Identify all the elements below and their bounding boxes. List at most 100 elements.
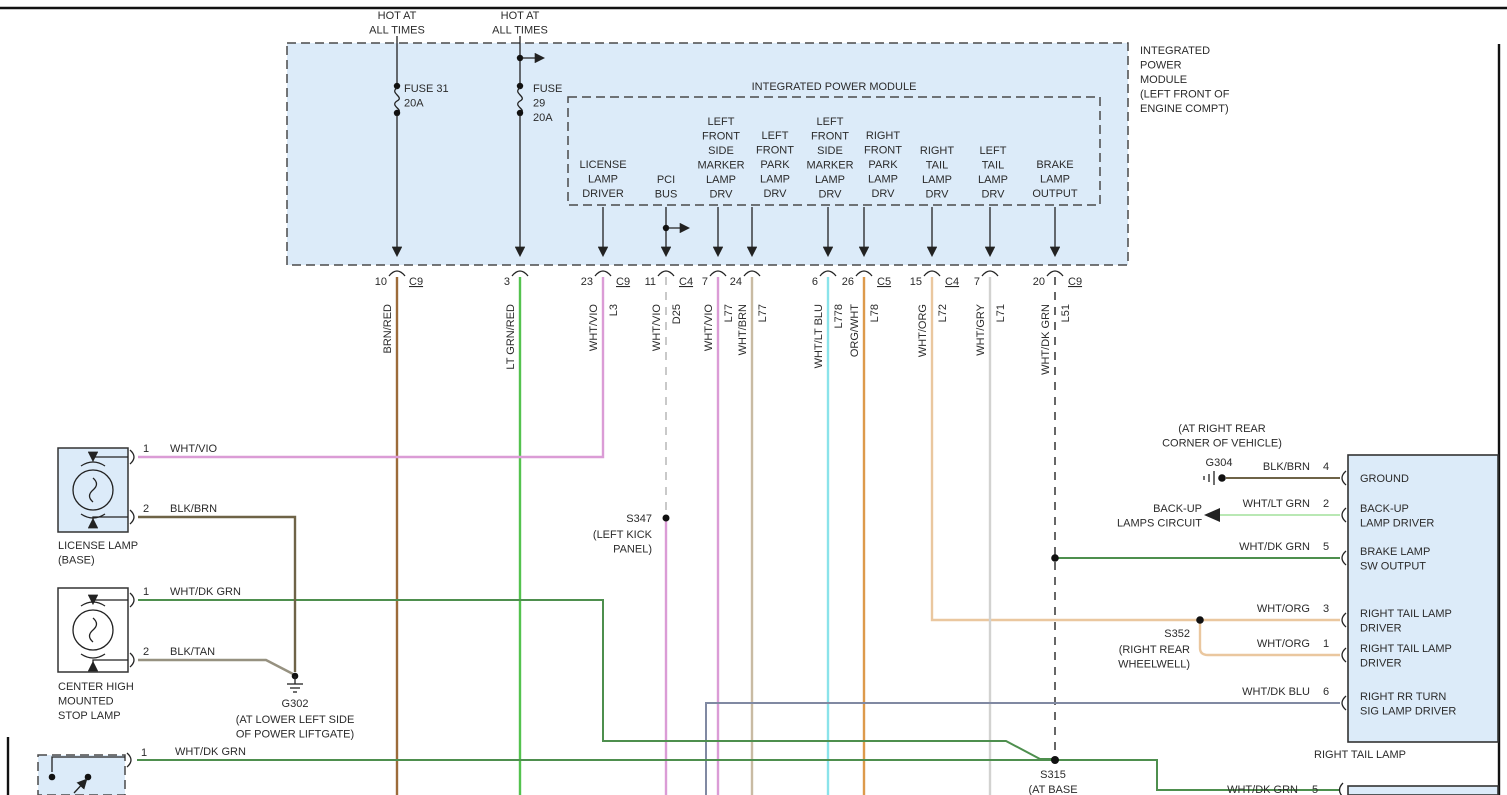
g304-id: G304 (1206, 457, 1233, 469)
out-lf-park: LEFT FRONT PARK LAMP DRV (756, 130, 794, 200)
backup-note: BACK-UP LAMPS CIRCUIT (1117, 503, 1202, 530)
wire-brn-red: BRN/RED (382, 304, 394, 354)
out-lf-side-marker-2: LEFT FRONT SIDE MARKER LAMP DRV (806, 116, 853, 201)
right-tail-lamp-caption: RIGHT TAIL LAMP (1314, 749, 1406, 761)
chmsl-pin2: 2 (143, 646, 149, 658)
out-left-tail: LEFT TAIL LAMP DRV (978, 145, 1008, 201)
row-brake-wire: WHT/DK GRN (1239, 541, 1310, 553)
row-ground-wire: BLK/BRN (1263, 461, 1310, 473)
bottom-lamp-partial: WHT/DK GRN 5 (1227, 782, 1499, 795)
license-pin2-wire: BLK/BRN (170, 503, 217, 515)
row-tail3-wire: WHT/ORG (1257, 603, 1310, 615)
wire-wht-vio-l77: WHT/VIO (703, 304, 715, 351)
s352-location: (RIGHT REAR WHEELWELL) (1118, 644, 1190, 671)
splice-s347: S347 (LEFT KICK PANEL) (593, 513, 670, 556)
s347-location: (LEFT KICK PANEL) (593, 529, 653, 556)
bottom-lamp-pin: 5 (1312, 784, 1318, 795)
license-pin1-wire: WHT/VIO (170, 443, 217, 455)
wire-wht-org: WHT/ORG (917, 304, 929, 357)
splice-s352: S352 (RIGHT REAR WHEELWELL) (1118, 616, 1204, 671)
license-caption: LICENSE LAMP (BASE) (58, 540, 138, 567)
center-high-mounted-stop-lamp: 1 WHT/DK GRN 2 BLK/TAN CENTER HIGH MOUNTE… (57, 586, 241, 722)
ground-g304: (AT RIGHT REAR CORNER OF VEHICLE) G304 (1162, 423, 1282, 485)
hot-label-1: HOT AT ALL TIMES (369, 10, 425, 37)
out-lf-side-marker: LEFT FRONT SIDE MARKER LAMP DRV (697, 116, 744, 201)
out-license-lamp-driver: LICENSE LAMP DRIVER (579, 159, 626, 200)
conn-c4-1: C4 (679, 276, 693, 288)
chmsl-pin1-wire: WHT/DK GRN (170, 586, 241, 598)
ipm-output-labels: LICENSE LAMP DRIVER PCI BUS LEFT FRONT SIDE MA… (579, 116, 1077, 201)
page-border (0, 6, 1507, 795)
row-tail1-wire: WHT/ORG (1257, 638, 1310, 650)
circuit-l778: L778 (833, 304, 845, 328)
pin-24: 24 (730, 276, 742, 288)
row-turn-pin: 6 (1323, 686, 1329, 698)
circuit-l71: L71 (995, 304, 1007, 322)
circuit-l77a: L77 (723, 304, 735, 322)
pin-26: 26 (842, 276, 854, 288)
hot-label-2: HOT AT ALL TIMES (492, 10, 548, 37)
wire-wht-gry: WHT/GRY (975, 303, 987, 355)
wire-org-wht: ORG/WHT (849, 304, 861, 357)
wire-wht-vio-d25: WHT/VIO (651, 304, 663, 351)
g302-id: G302 (282, 698, 309, 710)
ipm-output-arrows (597, 207, 1061, 258)
row-backup-wire: WHT/LT GRN (1243, 498, 1310, 510)
out-brake-output: BRAKE LAMP OUTPUT (1032, 159, 1078, 200)
conn-c9-1: C9 (409, 276, 423, 288)
circuit-l3: L3 (608, 304, 620, 316)
g302-location: (AT LOWER LEFT SIDE OF POWER LIFTGATE) (236, 714, 355, 741)
ipm-inner-title: INTEGRATED POWER MODULE (752, 81, 917, 93)
feed-fuse31: HOT AT ALL TIMES FUSE 31 20A (369, 10, 449, 258)
pin-15: 15 (910, 276, 922, 288)
license-pin2: 2 (143, 503, 149, 515)
conn-c9-3: C9 (1068, 276, 1082, 288)
row-turn-label: RIGHT RR TURN SIG LAMP DRIVER (1360, 691, 1456, 718)
circuit-l51: L51 (1060, 304, 1072, 322)
circuit-l77b: L77 (757, 304, 769, 322)
ipm-inner-box (567, 96, 1101, 206)
pin-6: 6 (812, 276, 818, 288)
out-right-tail: RIGHT TAIL LAMP DRV (920, 145, 955, 201)
row-tail1-pin: 1 (1323, 638, 1329, 650)
row-ground-label: GROUND (1360, 473, 1409, 485)
pin-10: 10 (375, 276, 387, 288)
row-ground-pin: 4 (1323, 461, 1329, 473)
fuse31-label: FUSE 31 20A (404, 83, 449, 110)
s352-id: S352 (1164, 628, 1190, 640)
wire-wht-dk-grn: WHT/DK GRN (1040, 304, 1052, 375)
license-lamp: 1 WHT/VIO 2 BLK/BRN LICENSE LAMP (BASE) (57, 443, 217, 567)
backup-lamps-note: BACK-UP LAMPS CIRCUIT (1117, 503, 1220, 530)
pin-23: 23 (581, 276, 593, 288)
switch-pin1-wire: WHT/DK GRN (175, 746, 246, 758)
s315-id: S315 (1040, 769, 1066, 781)
wire-wht-lt-blu: WHT/LT BLU (813, 304, 825, 368)
row-brake-pin: 5 (1323, 541, 1329, 553)
pin-7b: 7 (974, 276, 980, 288)
left-arrow-icon (1204, 508, 1220, 522)
g304-location: (AT RIGHT REAR CORNER OF VEHICLE) (1162, 423, 1282, 450)
s347-id: S347 (626, 513, 652, 525)
bottom-lamp-wire: WHT/DK GRN (1227, 784, 1298, 795)
row-tail3-pin: 3 (1323, 603, 1329, 615)
ipm-outer-box (286, 42, 1129, 266)
circuit-l78: L78 (869, 304, 881, 322)
fuse29-label: FUSE 29 20A (533, 83, 562, 124)
row-tail1-label: RIGHT TAIL LAMP DRIVER (1360, 643, 1452, 670)
ipm-pin-row: 10 C9 3 23 C9 11 C4 7 24 6 26 C5 15 C4 7… (375, 270, 1082, 288)
out-rf-park: RIGHT FRONT PARK LAMP DRV (864, 130, 902, 200)
s315-location: (AT BASE (1028, 784, 1077, 795)
row-backup-pin: 2 (1323, 498, 1329, 510)
circuit-l72: L72 (937, 304, 949, 322)
license-pin1: 1 (143, 443, 149, 455)
pin-3: 3 (504, 276, 510, 288)
row-backup-label: BACK-UP LAMP DRIVER (1360, 503, 1434, 530)
liftgate-switch: 1 WHT/DK GRN (37, 746, 246, 795)
row-turn-wire: WHT/DK BLU (1242, 686, 1310, 698)
pin-7a: 7 (702, 276, 708, 288)
circuit-d25: D25 (671, 304, 683, 324)
chmsl-pin2-wire: BLK/TAN (170, 646, 215, 658)
ground-g302: G302 (AT LOWER LEFT SIDE OF POWER LIFTGAT… (236, 672, 355, 741)
wires (137, 277, 1340, 795)
